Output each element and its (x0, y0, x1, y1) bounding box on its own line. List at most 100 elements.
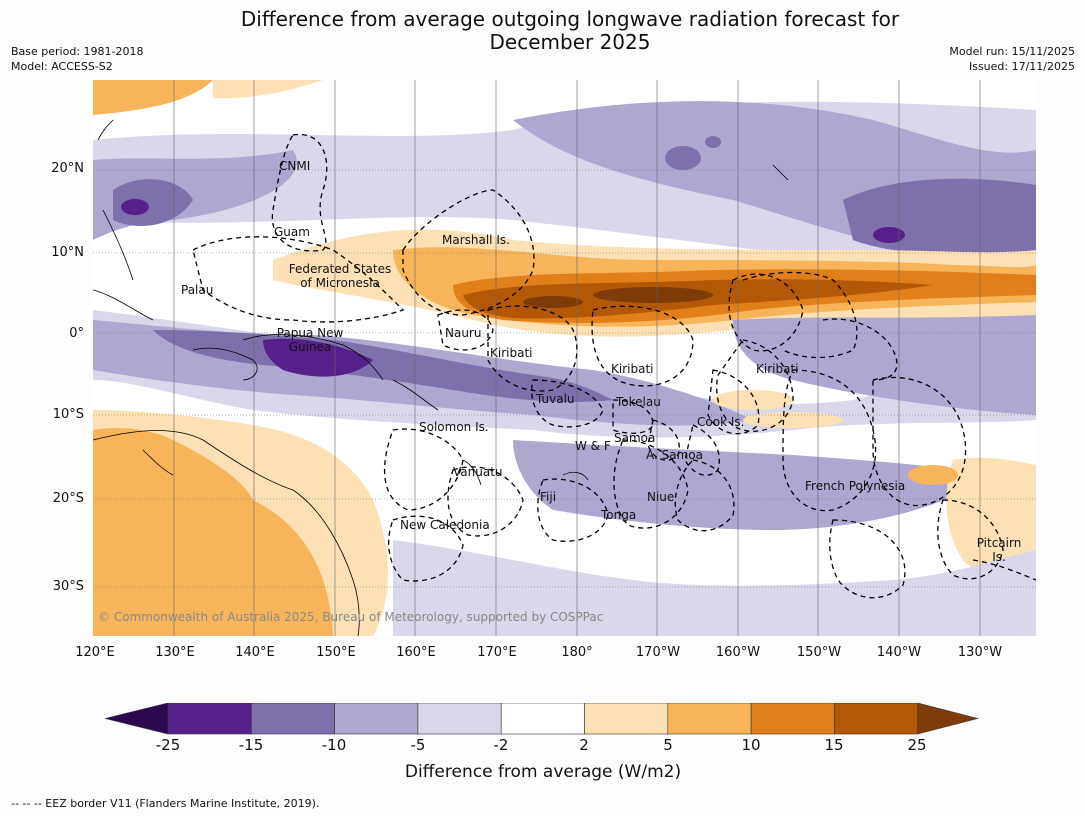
title-line-1: Difference from average outgoing longwav… (240, 7, 900, 31)
graticule-lon (173, 80, 981, 636)
anomaly-field (713, 390, 793, 410)
region-label-png: Papua New Guinea (270, 326, 350, 354)
region-label-tokelau: Tokelau (616, 395, 661, 409)
colorbar-tick: 25 (907, 736, 927, 754)
lon-label: 150°W (796, 645, 842, 660)
colorbar-tick: 2 (579, 736, 589, 754)
region-label-png-line1: Papua New (276, 326, 344, 340)
colorbar-segment (750, 703, 835, 735)
region-label-pitcairn-line2: Is. (992, 550, 1006, 564)
region-label-asamoa: A. Samoa (646, 448, 703, 462)
colorbar-segment (834, 703, 919, 735)
lon-label: 150°E (316, 645, 356, 660)
lat-label: 10°N (51, 245, 84, 260)
colorbar (105, 703, 979, 735)
colorbar-tick: -2 (493, 736, 509, 754)
region-label-pitcairn: Pitcairn Is. (970, 536, 1028, 564)
colorbar-segment (584, 703, 669, 735)
coastlines (93, 119, 789, 636)
region-label-wf: W & F (575, 439, 611, 453)
anomaly-field (665, 146, 701, 170)
colorbar-extend-high (917, 703, 979, 735)
colorbar-segment (251, 703, 335, 735)
colorbar-segment (667, 703, 752, 735)
anomaly-field (93, 80, 213, 115)
colorbar-tick: 10 (741, 736, 761, 754)
lon-label: 140°W (876, 645, 922, 660)
footnote: -- -- -- EEZ border V11 (Flanders Marine… (11, 797, 320, 810)
region-label-niue: Niue (647, 490, 675, 504)
region-label-palau: Palau (181, 283, 214, 297)
anomaly-field (393, 540, 1036, 636)
colorbar-tick: 5 (663, 736, 673, 754)
colorbar-title: Difference from average (W/m2) (404, 762, 682, 782)
region-label-solomon: Solomon Is. (419, 420, 489, 434)
anomaly-field (93, 428, 333, 636)
region-label-kiribati-w: Kiribati (490, 346, 533, 360)
lon-label: 160°W (715, 645, 761, 660)
lon-label: 170°E (477, 645, 517, 660)
colorbar-tick: -5 (410, 736, 426, 754)
colorbar-segment (417, 703, 502, 735)
copyright-notice: © Commonwealth of Australia 2025, Bureau… (98, 610, 604, 624)
lon-label: 140°E (235, 645, 275, 660)
title-line-2: December 2025 (489, 30, 651, 54)
region-label-fsm: Federated States of Micronesia (280, 262, 400, 290)
anomaly-field (121, 199, 149, 215)
region-label-kiribati-e: Kiribati (756, 362, 799, 376)
region-label-nauru: Nauru (445, 326, 482, 340)
anomaly-field (213, 80, 323, 99)
anomaly-field (513, 440, 993, 530)
region-label-fsm-line1: Federated States (288, 262, 392, 276)
colorbar-segment (334, 703, 419, 735)
model-run: Model run: 15/11/2025 (949, 45, 1075, 58)
region-label-cook: Cook Is. (697, 415, 745, 429)
anomaly-field (843, 178, 1036, 257)
region-label-tonga: Tonga (601, 508, 637, 522)
region-label-new-caledonia: New Caledonia (400, 518, 490, 532)
lon-label: 130°W (957, 645, 1003, 660)
meta-right: Model run: 15/11/2025 Issued: 17/11/2025 (949, 44, 1075, 74)
lon-label: 120°E (75, 645, 115, 660)
anomaly-field (873, 227, 905, 243)
anomaly-field (263, 338, 373, 377)
colorbar-tick: -25 (155, 736, 181, 754)
region-label-fsm-line2: of Micronesia (300, 276, 380, 290)
colorbar-tick: -10 (321, 736, 347, 754)
region-label-vanuatu: Vanuatu (453, 465, 503, 479)
region-label-kiribati-c: Kiribati (611, 362, 654, 376)
anomaly-field (908, 465, 958, 485)
anomaly-field (705, 136, 721, 148)
lat-label: 30°S (52, 579, 84, 594)
map-title: Difference from average outgoing longwav… (170, 8, 970, 54)
region-label-marshall: Marshall Is. (442, 233, 510, 247)
colorbar-tick: 15 (824, 736, 844, 754)
colorbar-tick: -15 (238, 736, 264, 754)
lon-label: 130°E (155, 645, 195, 660)
lat-label: 10°S (52, 407, 84, 422)
lon-label: 170°W (635, 645, 681, 660)
colorbar-segment (500, 703, 585, 735)
graticule (93, 169, 1036, 588)
lat-label: 20°S (52, 491, 84, 506)
anomaly-field (593, 287, 713, 303)
region-label-png-line2: Guinea (288, 340, 332, 354)
anomaly-field (743, 412, 843, 428)
region-label-cnmi: CNMI (279, 159, 311, 173)
region-label-pitcairn-line1: Pitcairn (976, 536, 1022, 550)
olr-anomaly-map (93, 80, 1036, 636)
model-name: Model: ACCESS-S2 (11, 60, 113, 73)
region-label-french-polynesia: French Polynesia (805, 479, 906, 493)
meta-left: Base period: 1981-2018 Model: ACCESS-S2 (11, 44, 143, 74)
base-period: Base period: 1981-2018 (11, 45, 144, 58)
lat-label: 20°N (51, 161, 84, 176)
region-label-samoa: Samoa (614, 431, 656, 445)
lon-label: 180° (561, 645, 593, 660)
colorbar-segment (167, 703, 252, 735)
colorbar-extend-low (105, 703, 169, 735)
region-label-tuvalu: Tuvalu (536, 392, 575, 406)
lat-label: 0° (69, 326, 84, 341)
lon-label: 160°E (396, 645, 436, 660)
eez-borders (192, 133, 1036, 599)
anomaly-field (523, 296, 583, 308)
